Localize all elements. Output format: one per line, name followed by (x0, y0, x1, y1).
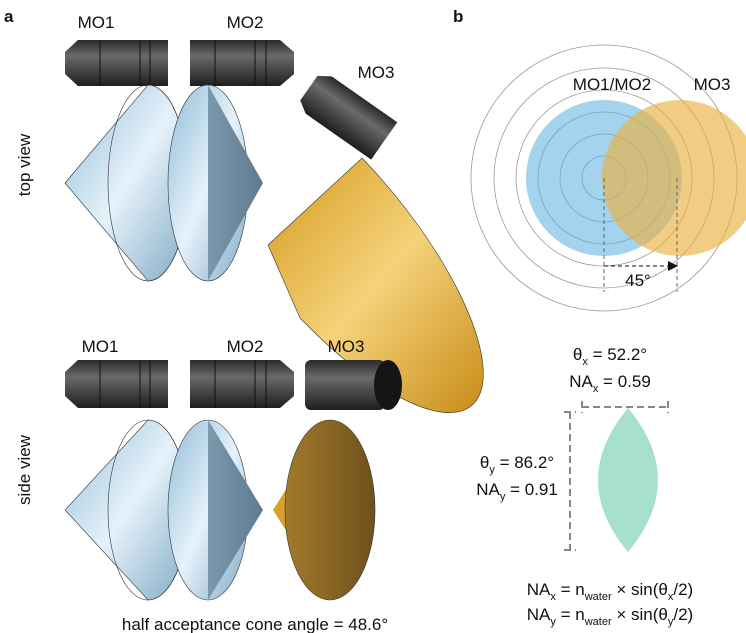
objective (190, 40, 294, 86)
circle-label: MO1/MO2 (573, 75, 651, 94)
caption: half acceptance cone angle = 48.6° (122, 615, 388, 633)
na-x: NAx = 0.59 (569, 372, 651, 395)
acceptance-shape (598, 408, 658, 552)
text-part: /2) (673, 580, 693, 599)
formula: NAy = nwater × sin(θy/2) (527, 605, 693, 628)
objective (190, 360, 294, 408)
text-part: = 52.2° (588, 345, 647, 364)
panel-label: b (453, 7, 463, 26)
theta-y: θy = 86.2° (480, 453, 554, 476)
text-part: × sin(θ (612, 605, 668, 624)
objective-label: MO1 (82, 337, 119, 356)
text-part: water (584, 616, 612, 628)
objective (305, 360, 402, 410)
figure: a top view side view MO1 MO2 MO3 MO1 MO2… (0, 0, 746, 633)
na-y: NAy = 0.91 (476, 480, 558, 503)
objective-label: MO2 (227, 13, 264, 32)
text-part: θ (480, 453, 489, 472)
text-part: NA (527, 605, 551, 624)
view-label: side view (15, 434, 34, 505)
circle-label: MO3 (694, 75, 731, 94)
text-part: NA (527, 580, 551, 599)
text-part: NA (476, 480, 500, 499)
cone (273, 420, 375, 600)
panel-label: a (4, 7, 14, 26)
objective-label: MO1 (78, 13, 115, 32)
cone (168, 420, 263, 600)
text-part: = 86.2° (495, 453, 554, 472)
text-part: water (584, 591, 612, 603)
text-part: = 0.91 (505, 480, 557, 499)
objective-label: MO3 (358, 63, 395, 82)
objective (65, 360, 168, 408)
view-label: top view (15, 133, 34, 196)
text-part: = n (556, 605, 585, 624)
objective-label: MO3 (328, 337, 365, 356)
cone (168, 85, 263, 281)
text-part: /2) (673, 605, 693, 624)
objective-label: MO2 (227, 337, 264, 356)
panel-a: a top view side view MO1 MO2 MO3 MO1 MO2… (4, 7, 483, 633)
text-part: NA (569, 372, 593, 391)
text-part: × sin(θ (612, 580, 668, 599)
objective (65, 40, 168, 86)
text-part: θ (573, 345, 582, 364)
text-part: = 0.59 (598, 372, 650, 391)
panel-b: b MO1/MO2 MO3 45° θx = 52.2° NAx = 0.59 … (453, 7, 746, 628)
objective (296, 70, 397, 160)
angle-label: 45° (625, 271, 651, 290)
text-part: = n (556, 580, 585, 599)
theta-x: θx = 52.2° (573, 345, 647, 368)
formula: NAx = nwater × sin(θx/2) (527, 580, 693, 603)
